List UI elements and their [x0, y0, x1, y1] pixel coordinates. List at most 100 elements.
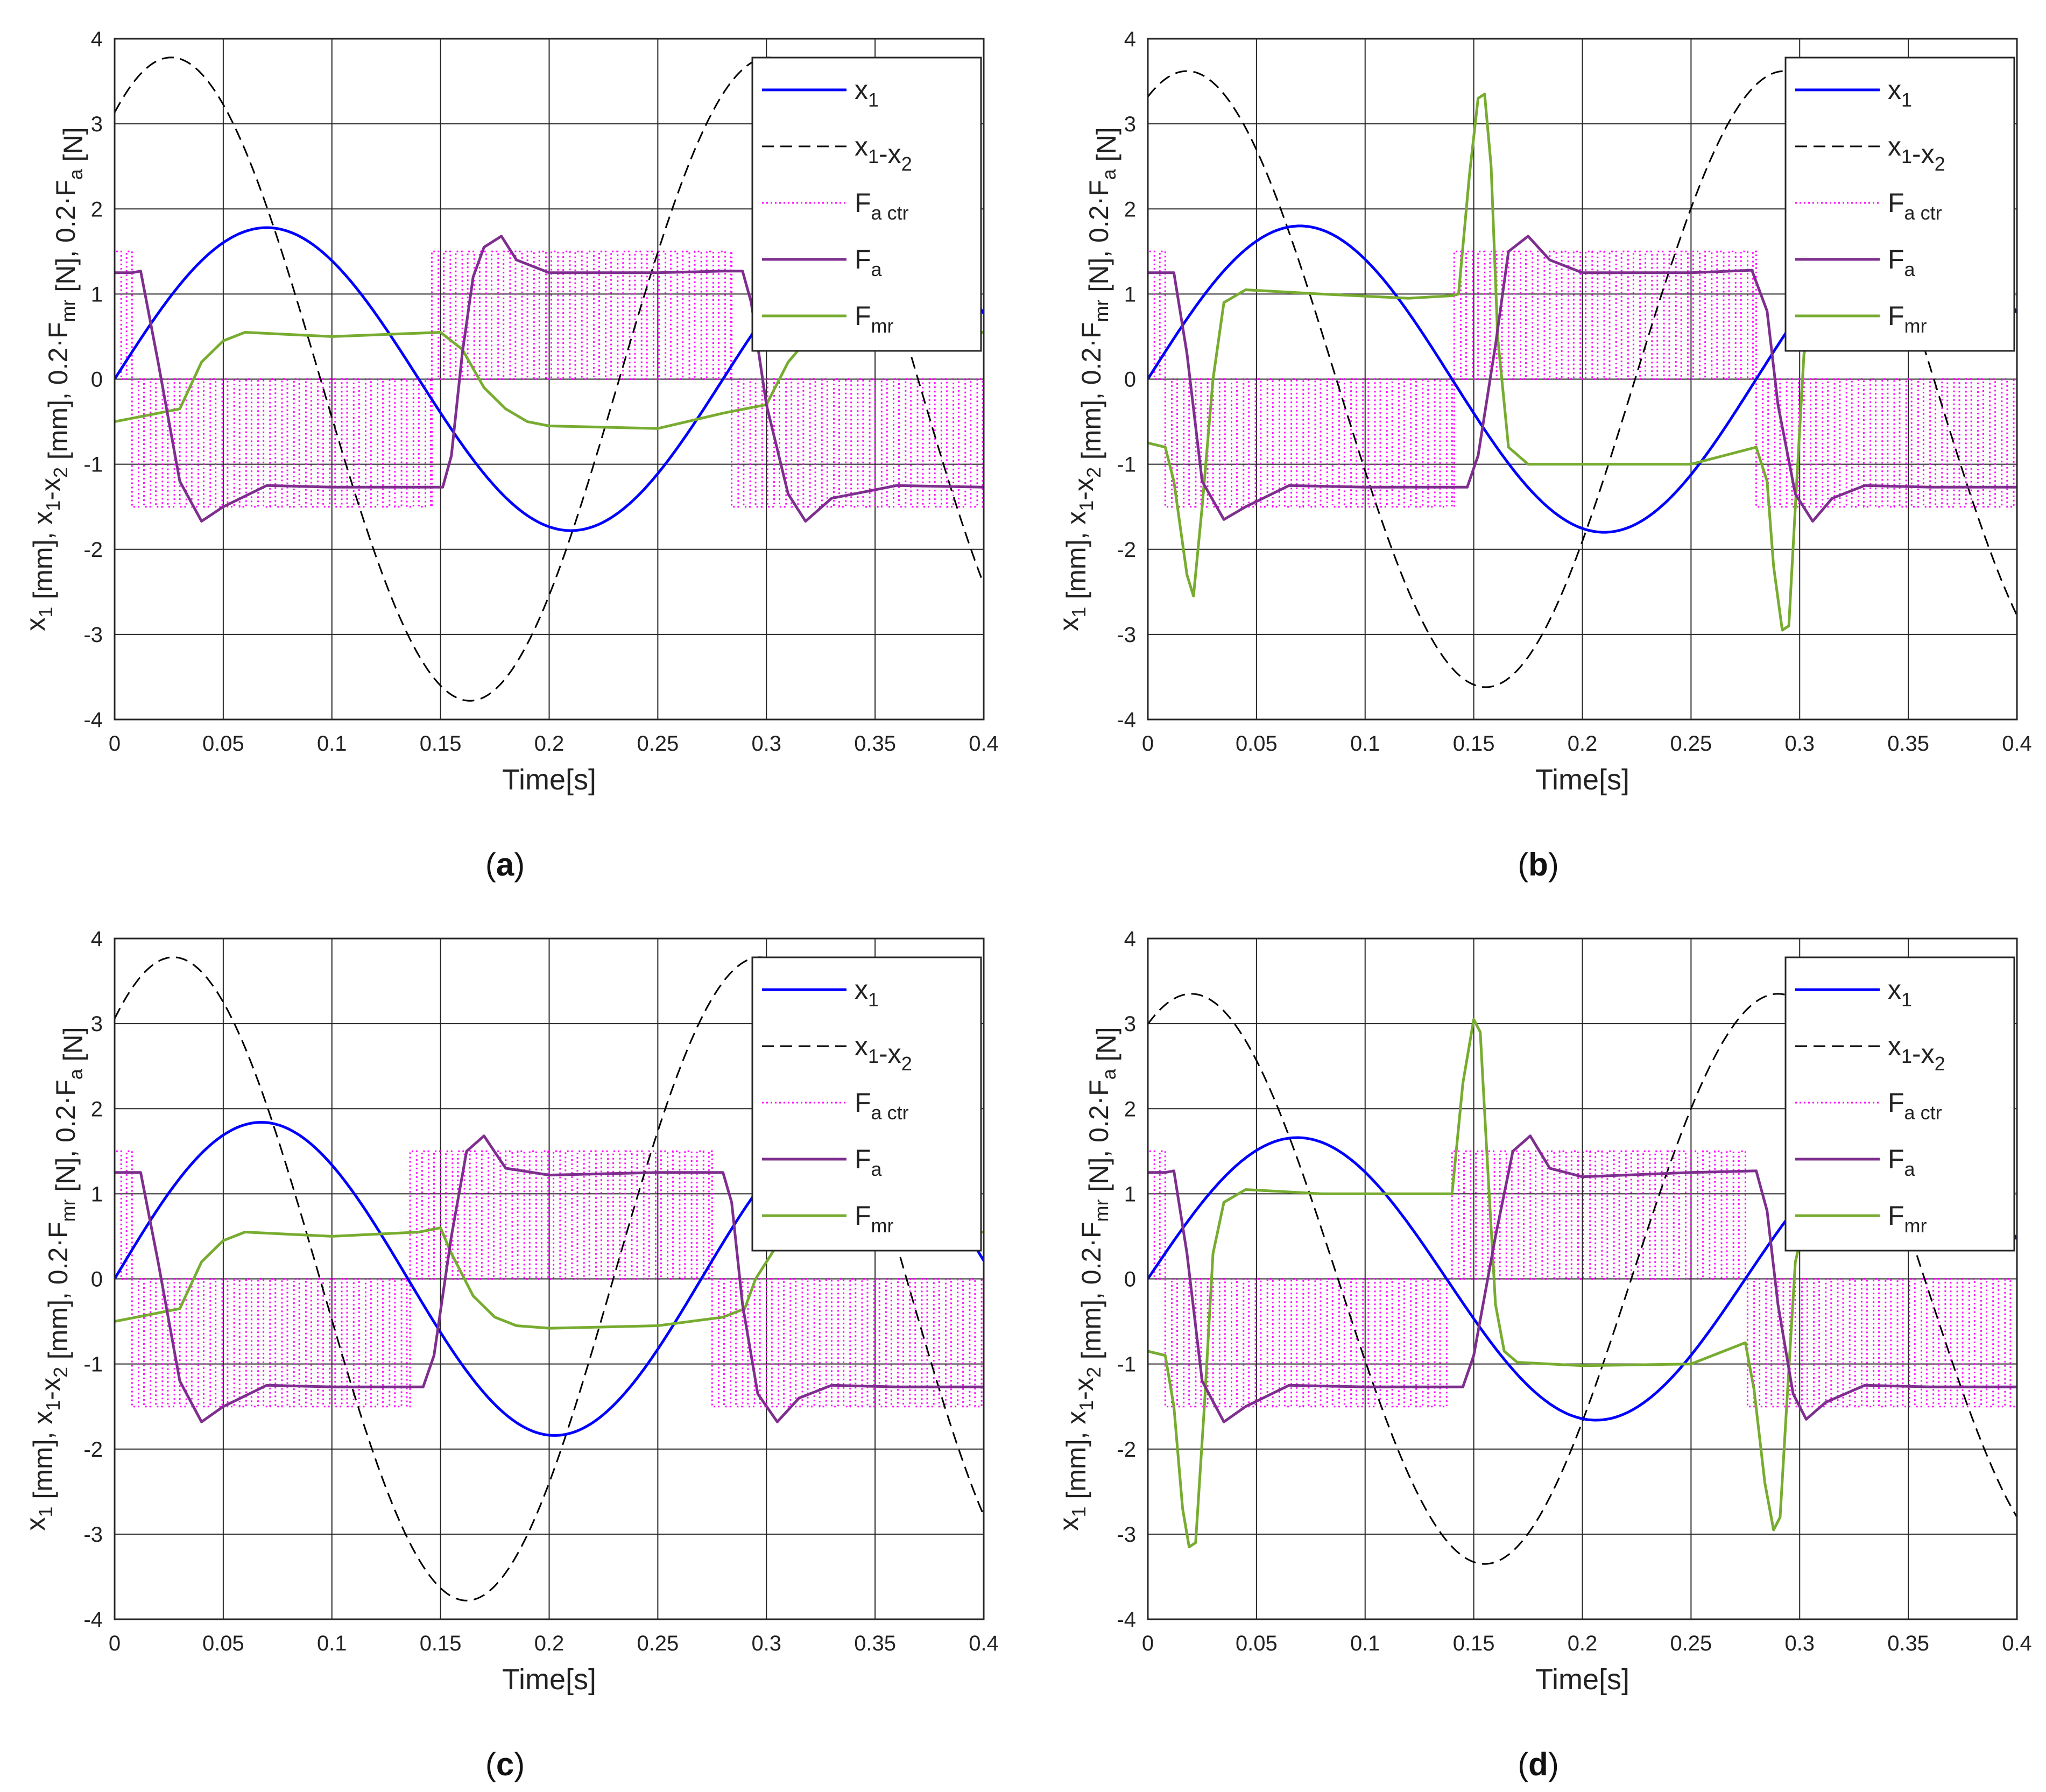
- y-axis-label: x1 [mm], x1-x2 [mm], 0.2·Fmr [N], 0.2·Fa…: [20, 127, 88, 631]
- y-axis-label: x1 [mm], x1-x2 [mm], 0.2·Fmr [N], 0.2·Fa…: [20, 1027, 88, 1530]
- y-tick-label: -2: [83, 1438, 103, 1462]
- legend-item-x1: x1: [1795, 975, 1912, 1011]
- panel-caption: (c): [485, 1746, 525, 1782]
- y-tick-label: 4: [1124, 27, 1136, 51]
- y-tick-label: 3: [1124, 1012, 1136, 1036]
- y-tick-label: -2: [83, 538, 103, 562]
- x-tick-label: 0.05: [1236, 1632, 1278, 1655]
- x-tick-label: 0.4: [969, 1632, 999, 1655]
- legend-box: [1784, 57, 2015, 352]
- legend-label: Fa: [855, 1144, 883, 1180]
- legend-item-fmr: Fmr: [1795, 301, 1927, 337]
- series-fmr: [1148, 1018, 2017, 1549]
- y-tick-label: -2: [1117, 1438, 1136, 1462]
- x-tick-label: 0.15: [1453, 1632, 1495, 1655]
- legend-item-fa-ctr: Fa ctr: [762, 188, 909, 224]
- y-tick-label: 2: [1124, 197, 1136, 221]
- y-tick-label: -4: [1117, 1608, 1136, 1632]
- series-fa-ctr: [1148, 250, 2017, 508]
- legend-item-fmr: Fmr: [762, 1201, 894, 1237]
- y-tick-label: 4: [91, 927, 103, 951]
- y-tick-label: 1: [91, 283, 103, 306]
- y-tick-label: 4: [91, 27, 103, 51]
- panel-caption-text: (c): [485, 1746, 525, 1782]
- y-tick-label: -3: [1117, 1523, 1136, 1547]
- series-fa-ctr: [115, 250, 984, 508]
- x-tick-label: 0.15: [1453, 732, 1495, 756]
- legend-item-fa: Fa: [762, 244, 883, 280]
- y-axis-label-text: x1 [mm], x1-x2 [mm], 0.2·Fmr [N], 0.2·Fa…: [20, 127, 88, 631]
- legend-item-fa: Fa: [1795, 244, 1916, 280]
- x-tick-label: 0.2: [534, 1632, 565, 1655]
- x-tick-label: 0.4: [969, 732, 999, 756]
- y-tick-label: 3: [1124, 112, 1136, 136]
- y-tick-label: -1: [1117, 453, 1136, 477]
- x-tick-label: 0.2: [534, 732, 565, 756]
- y-tick-label: -1: [1117, 1353, 1136, 1377]
- panel-caption-text: (a): [485, 846, 525, 883]
- x-tick-label: 0.2: [1568, 1632, 1598, 1655]
- series-fa-ctr: [115, 1150, 984, 1408]
- x-tick-label: 0.4: [2002, 732, 2032, 756]
- y-tick-label: -2: [1117, 538, 1136, 562]
- y-tick-label: -4: [83, 708, 103, 732]
- y-tick-label: 0: [91, 1268, 103, 1292]
- x-tick-label: 0.25: [637, 1632, 679, 1655]
- series-fa: [1148, 235, 2017, 523]
- legend-label: Fmr: [855, 1201, 894, 1237]
- x-tick-label: 0.05: [202, 732, 244, 756]
- x-tick-label: 0: [1142, 732, 1154, 756]
- y-tick-label: 3: [91, 112, 103, 136]
- chart-panel-b: 0 0.05 0.1 0.15 0.2 0.25 0.3 0.35 0.4 -4 -3 -2 -1 0 1 2…: [1054, 27, 2032, 883]
- y-axis-label: x1 [mm], x1-x2 [mm], 0.2·Fmr [N], 0.2·Fa…: [1054, 127, 1121, 631]
- x-tick-label: 0.35: [1887, 1632, 1929, 1655]
- y-tick-label: 2: [1124, 1097, 1136, 1121]
- legend-box: [751, 57, 982, 352]
- y-tick-label: 1: [1124, 1182, 1136, 1206]
- y-tick-label: -4: [1117, 708, 1136, 732]
- legend-item-fmr: Fmr: [762, 301, 894, 337]
- x-tick-label: 0.15: [420, 1632, 462, 1655]
- legend-label: x1: [1888, 975, 1912, 1011]
- y-tick-label: -1: [83, 1353, 103, 1377]
- y-tick-label: 0: [1124, 368, 1136, 392]
- legend: x1 x1-x2 Fa ctr Fa Fmr: [1784, 956, 2015, 1252]
- legend-label: Fa: [1888, 244, 1916, 280]
- x-tick-label: 0.3: [751, 1632, 781, 1655]
- x-axis-label: Time[s]: [502, 764, 596, 796]
- x-tick-label: 0.25: [1670, 732, 1712, 756]
- axes-box: [114, 38, 985, 721]
- y-tick-label: 2: [91, 1097, 103, 1121]
- x-tick-label: 0.1: [317, 732, 347, 756]
- legend-item-fmr: Fmr: [1795, 1201, 1927, 1237]
- x-tick-label: 0.1: [317, 1632, 347, 1655]
- x-axis-label: Time[s]: [502, 1663, 596, 1696]
- chart-panel-d: 0 0.05 0.1 0.15 0.2 0.25 0.3 0.35 0.4 -4 -3 -2 -1 0 1 2…: [1054, 927, 2032, 1782]
- legend-item-x1-x2: x1-x2: [762, 1031, 912, 1075]
- x-axis-label: Time[s]: [1535, 764, 1629, 796]
- panel-caption: (a): [485, 846, 525, 883]
- x-tick-label: 0: [1142, 1632, 1154, 1655]
- legend-item-x1: x1: [762, 75, 879, 111]
- y-axis-label-text: x1 [mm], x1-x2 [mm], 0.2·Fmr [N], 0.2·Fa…: [1054, 127, 1121, 631]
- panel-caption: (b): [1518, 846, 1559, 883]
- x-tick-label: 0.3: [751, 732, 781, 756]
- legend-label: Fmr: [1888, 301, 1927, 337]
- legend-label: Fmr: [855, 301, 894, 337]
- x-tick-label: 0.3: [1784, 1632, 1815, 1655]
- x-tick-label: 0.4: [2002, 1632, 2032, 1655]
- legend-label: x1: [855, 75, 879, 111]
- legend-label: x1-x2: [1888, 131, 1945, 175]
- x-axis-label: Time[s]: [1535, 1663, 1629, 1696]
- legend-label: Fa ctr: [1888, 1088, 1942, 1124]
- legend-label: x1: [855, 975, 879, 1011]
- x-tick-label: 0.25: [1670, 1632, 1712, 1655]
- x-tick-label: 0.1: [1350, 732, 1380, 756]
- y-tick-label: 0: [1124, 1268, 1136, 1292]
- y-tick-label: 1: [91, 1182, 103, 1206]
- x-tick-label: 0: [109, 732, 121, 756]
- legend-item-x1-x2: x1-x2: [1795, 131, 1945, 175]
- legend-label: x1-x2: [855, 1031, 912, 1075]
- series-fa: [115, 235, 984, 523]
- legend-label: Fa ctr: [855, 1088, 909, 1124]
